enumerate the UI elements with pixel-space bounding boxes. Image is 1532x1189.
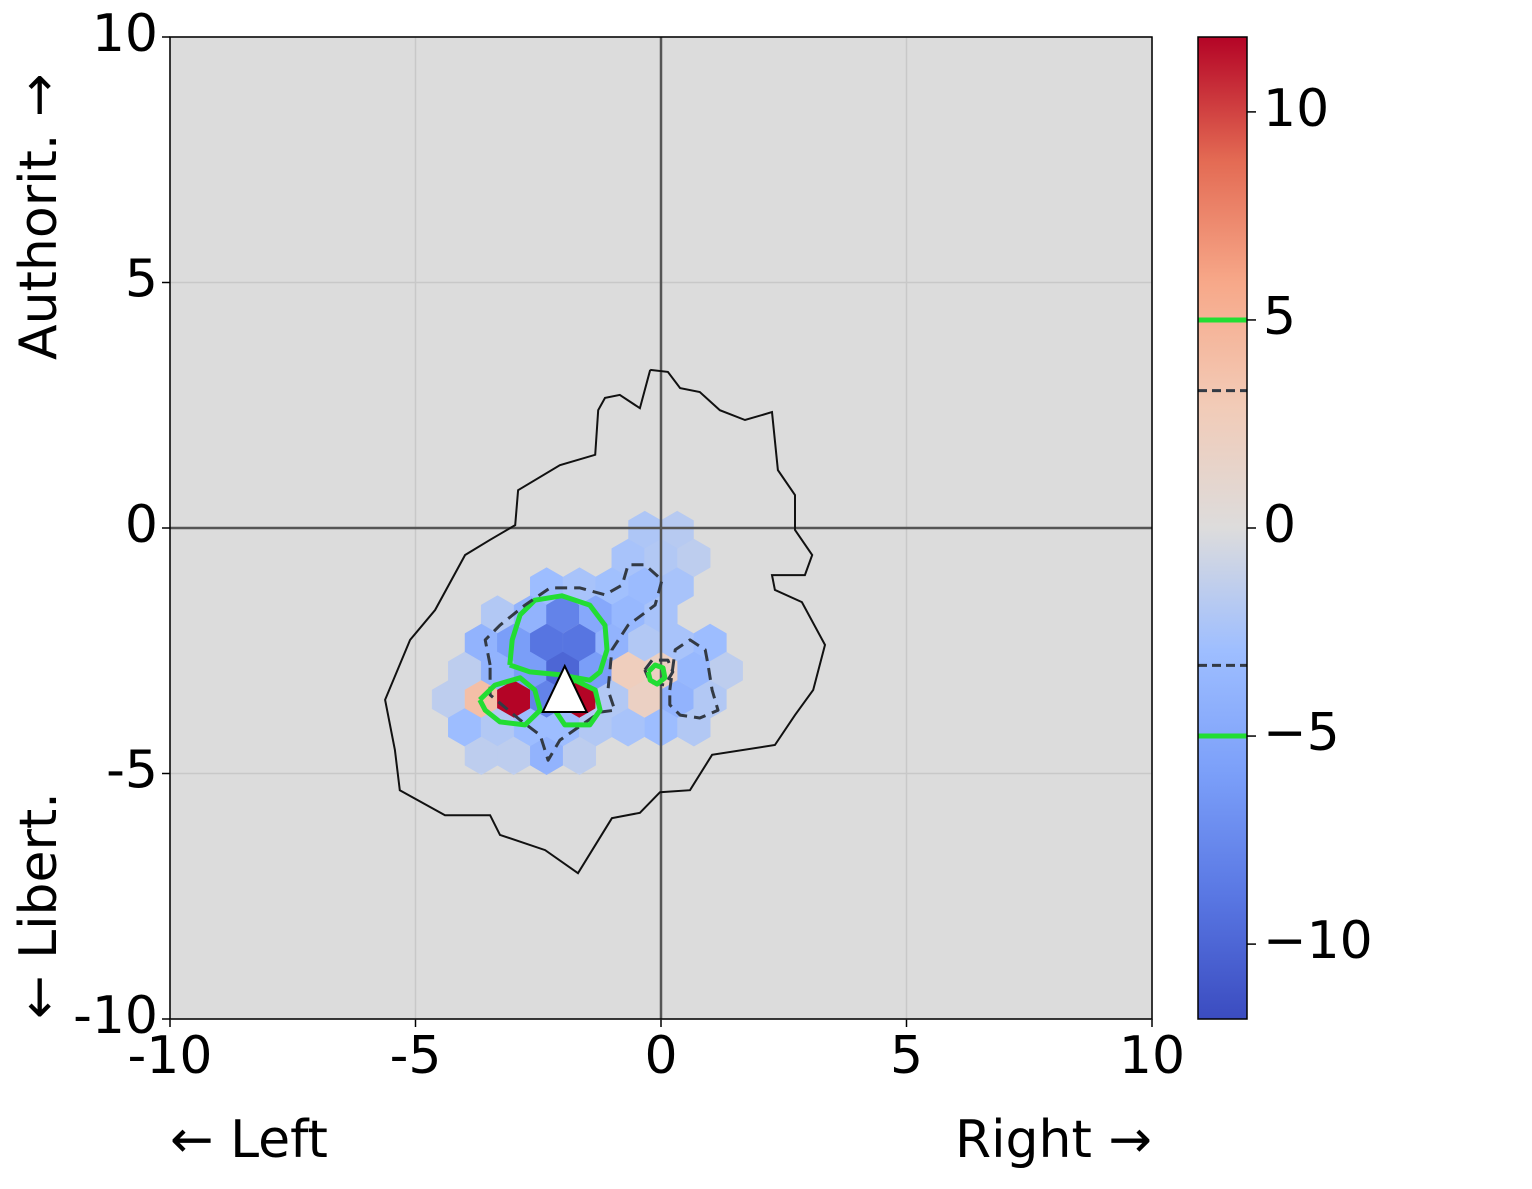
colorbar-tick-label: 5 <box>1263 287 1296 347</box>
y-label-bottom: ← Libert. <box>9 792 69 1019</box>
hexbin <box>448 708 482 747</box>
y-tick-label: 10 <box>92 4 158 64</box>
x-tick-label: -10 <box>128 1026 213 1086</box>
plot-frame <box>169 36 1153 1020</box>
hexbin <box>677 538 711 578</box>
y-tick-label: 5 <box>125 250 158 310</box>
contour <box>477 675 543 728</box>
y-tick-label: 0 <box>125 495 158 555</box>
x-tick-label: 0 <box>644 1026 677 1086</box>
y-label-top: Authorit. → <box>9 73 69 360</box>
y-tick-label: -5 <box>106 741 158 801</box>
population-outline <box>384 368 827 875</box>
hexbin <box>562 736 597 775</box>
x-tick-label: 5 <box>890 1026 923 1086</box>
y-tick-label: -10 <box>73 986 158 1046</box>
hexbin <box>611 708 645 747</box>
x-label-left: ← Left <box>170 1110 328 1170</box>
hexbin <box>530 736 564 775</box>
colorbar-tick-label: −5 <box>1263 703 1340 763</box>
contour <box>483 563 664 762</box>
contour <box>668 638 720 720</box>
colorbar-tick-label: 10 <box>1263 79 1329 139</box>
contour <box>645 662 668 687</box>
x-tick-label: -5 <box>390 1026 442 1086</box>
x-label-right: Right → <box>955 1110 1152 1170</box>
hexbin <box>497 736 531 775</box>
colorbar-tick-label: 0 <box>1263 495 1296 555</box>
marker <box>541 663 589 714</box>
colorbar-tick-label: −10 <box>1263 911 1373 971</box>
contour <box>643 658 675 687</box>
x-tick-label: 10 <box>1119 1026 1185 1086</box>
colorbar <box>1198 37 1247 1019</box>
